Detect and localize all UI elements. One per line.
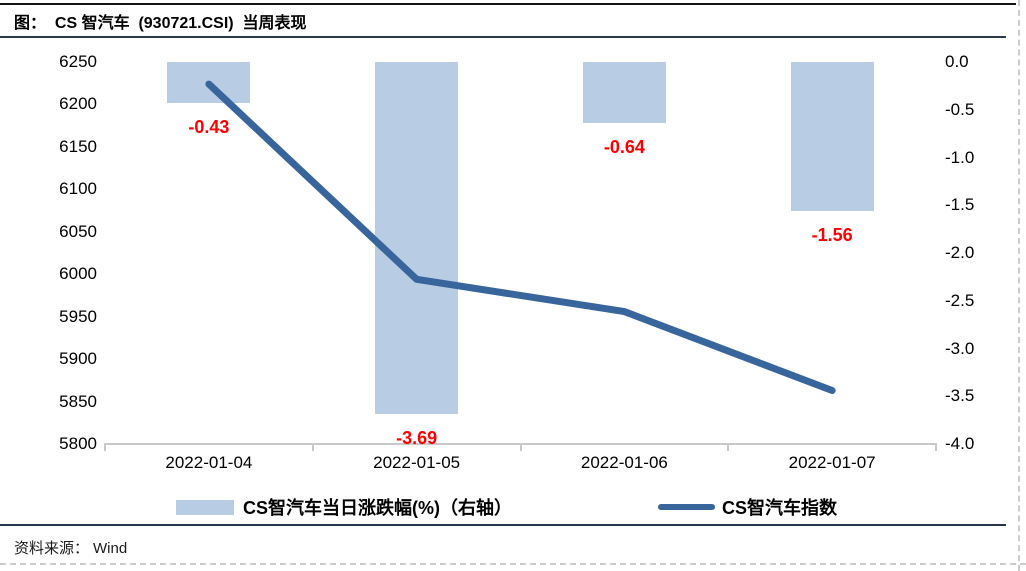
bar	[167, 62, 251, 104]
legend-item-line-series: CS智汽车指数	[658, 494, 837, 520]
y-axis-left-tick-label: 6100	[59, 179, 97, 199]
page-dashed-right-border	[1018, 0, 1020, 571]
x-axis-tick	[727, 443, 730, 451]
y-axis-right-tick-label: -1.5	[945, 195, 975, 215]
bar-value-label: -1.56	[811, 224, 853, 245]
y-axis-left-tick-label: 6200	[59, 94, 97, 114]
source-value: Wind	[93, 540, 128, 557]
y-axis-right-tick-label: 0.0	[945, 52, 969, 71]
y-axis-right-tick-label: -2.5	[945, 290, 975, 310]
bar-series-legend-label: CS智汽车当日涨跌幅(%)（右轴）	[243, 498, 512, 518]
data-source-note: 资料来源： Wind	[14, 537, 127, 558]
y-axis-left-tick-label: 6250	[59, 52, 97, 71]
title-underline-rule	[0, 36, 1006, 38]
page-dashed-bottom-border	[0, 563, 1026, 565]
x-axis-label: 2022-01-07	[788, 453, 876, 472]
x-axis-tick	[104, 443, 106, 451]
x-axis-tick	[519, 443, 522, 451]
line-series-legend-label: CS智汽车指数	[722, 498, 838, 518]
bottom-rule	[0, 524, 1006, 526]
source-label: 资料来源：	[14, 541, 90, 557]
y-axis-right-tick-label: -3.0	[945, 338, 975, 358]
top-rule	[0, 3, 1016, 5]
line-series-swatch	[658, 504, 715, 510]
x-axis-label: 2022-01-04	[165, 453, 253, 472]
y-axis-right-tick-label: -1.0	[945, 147, 975, 167]
legend-item-bar-series: CS智汽车当日涨跌幅(%)（右轴）	[176, 494, 512, 520]
bar	[790, 62, 874, 211]
bar-value-label: -3.69	[396, 428, 438, 449]
y-axis-right-tick-label: -0.5	[945, 99, 975, 119]
y-axis-left-tick-label: 6150	[59, 136, 97, 156]
chart-title: 图： CS 智汽车 (930721.CSI) 当周表现	[14, 15, 307, 32]
y-axis-left-tick-label: 5800	[59, 434, 97, 453]
x-axis-tick	[311, 443, 314, 451]
bar-series-swatch	[176, 499, 234, 515]
bar	[375, 62, 459, 415]
y-axis-right-tick-label: -4.0	[945, 434, 975, 453]
y-axis-left-tick-label: 5900	[59, 349, 97, 369]
bar-value-label: -0.64	[603, 137, 645, 158]
bar-value-label: -0.43	[188, 117, 230, 138]
y-axis-right-tick-label: -3.5	[945, 386, 975, 406]
y-axis-left-tick-label: 5850	[59, 391, 97, 411]
bar	[582, 62, 666, 124]
x-axis-tick	[935, 443, 937, 451]
y-axis-left-tick-label: 5950	[59, 306, 97, 326]
x-axis-label: 2022-01-05	[373, 453, 461, 472]
y-axis-left-tick-label: 6050	[59, 221, 97, 241]
index-line	[205, 80, 836, 395]
y-axis-left-tick-label: 6000	[59, 264, 97, 284]
y-axis-right-tick-label: -2.0	[945, 243, 975, 262]
x-axis-label: 2022-01-06	[580, 453, 668, 472]
